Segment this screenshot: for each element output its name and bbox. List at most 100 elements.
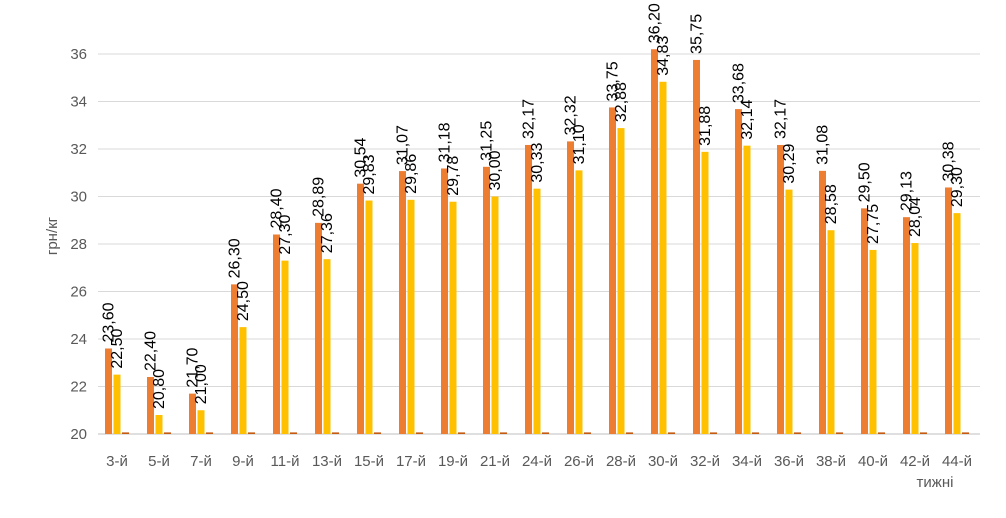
x-tick-label: 40-й	[858, 453, 888, 470]
data-label: 23,60	[101, 302, 118, 342]
y-tick-label: 26	[70, 284, 87, 301]
data-label: 31,07	[395, 125, 412, 165]
data-label: 30,54	[353, 138, 370, 178]
bar-series-2	[743, 145, 751, 435]
bar-series-1	[819, 170, 826, 434]
data-label: 30,29	[781, 143, 798, 183]
x-tick-label: 9-й	[232, 453, 254, 470]
bar-series-1	[105, 348, 112, 434]
bar-series-2	[281, 260, 289, 434]
bar-series-3	[416, 432, 423, 434]
data-label: 21,70	[185, 347, 202, 387]
bar-series-1	[861, 208, 868, 434]
y-tick-label: 36	[70, 46, 87, 63]
data-label: 21,00	[193, 364, 210, 404]
data-label: 27,75	[865, 204, 882, 244]
x-tick-label: 13-й	[312, 453, 342, 470]
data-label: 30,38	[941, 141, 958, 181]
bar-series-1	[357, 183, 364, 434]
x-tick-label: 24-й	[522, 453, 552, 470]
data-label: 28,40	[269, 188, 286, 228]
bar-series-1	[693, 59, 700, 434]
data-label: 29,30	[949, 167, 966, 207]
bar-series-2	[869, 249, 877, 434]
bar-series-3	[962, 432, 969, 434]
x-tick-label: 15-й	[354, 453, 384, 470]
data-label: 32,17	[773, 99, 790, 139]
data-label: 31,10	[571, 124, 588, 164]
bar-series-2	[701, 151, 709, 434]
data-label: 33,68	[731, 63, 748, 103]
bar-series-1	[315, 222, 322, 434]
y-tick-label: 24	[70, 331, 87, 348]
data-label: 27,30	[277, 214, 294, 254]
bar-series-3	[206, 432, 213, 434]
bar-series-2	[449, 201, 457, 434]
bar-series-3	[836, 432, 843, 434]
x-axis-ticks: 3-й 5-й 7-й 9-й 11-й 13-й 15-й 17-й 19-й 21-й 24-й…	[106, 453, 972, 470]
data-label: 28,04	[907, 197, 924, 237]
bars	[105, 49, 969, 435]
bar-series-1	[777, 144, 784, 434]
bar-series-1	[567, 141, 574, 434]
data-label: 32,32	[563, 95, 580, 135]
data-label: 29,50	[857, 162, 874, 202]
x-tick-label: 17-й	[396, 453, 426, 470]
bar-series-2	[953, 213, 961, 434]
data-label: 29,78	[445, 156, 462, 196]
data-label: 32,17	[521, 99, 538, 139]
x-tick-label: 21-й	[480, 453, 510, 470]
data-label: 33,75	[605, 61, 622, 101]
data-label: 22,50	[109, 328, 126, 368]
data-label: 20,80	[151, 369, 168, 409]
bar-series-2	[239, 327, 247, 434]
bar-series-2	[617, 128, 625, 434]
x-tick-label: 11-й	[271, 453, 300, 470]
data-label: 32,88	[613, 82, 630, 122]
x-tick-label: 36-й	[774, 453, 804, 470]
bar-series-2	[785, 189, 793, 434]
bar-series-1	[441, 168, 448, 434]
bar-series-1	[147, 377, 154, 434]
bar-series-2	[533, 188, 541, 434]
bar-series-3	[500, 432, 507, 434]
bar-series-2	[659, 81, 667, 434]
bar-series-1	[483, 166, 490, 434]
bar-series-3	[626, 432, 633, 434]
y-tick-label: 20	[70, 426, 87, 443]
data-label: 34,83	[655, 36, 672, 76]
bar-series-2	[575, 170, 583, 434]
data-label: 29,13	[899, 171, 916, 211]
bar-series-2	[827, 230, 835, 434]
bar-series-1	[651, 49, 658, 434]
bar-series-2	[323, 259, 331, 434]
data-label: 29,86	[403, 154, 420, 194]
bar-series-3	[794, 432, 801, 434]
bar-series-3	[248, 432, 255, 434]
bar-series-2	[491, 196, 499, 434]
bar-series-1	[189, 393, 196, 434]
x-tick-label: 42-й	[900, 453, 930, 470]
y-tick-label: 32	[70, 141, 87, 158]
x-tick-label: 3-й	[106, 453, 128, 470]
x-axis-label: тижні	[917, 474, 954, 491]
data-label: 28,89	[311, 177, 328, 217]
x-tick-label: 7-й	[190, 453, 212, 470]
bar-series-2	[197, 410, 205, 434]
y-axis-label: грн/кг	[44, 216, 61, 255]
bar-series-3	[752, 432, 759, 434]
bar-series-1	[525, 144, 532, 434]
data-label: 22,40	[143, 331, 160, 371]
bar-series-3	[710, 432, 717, 434]
bar-series-3	[290, 432, 297, 434]
data-label: 27,36	[319, 213, 336, 253]
bar-series-3	[668, 432, 675, 434]
bar-series-3	[164, 432, 171, 434]
y-tick-label: 30	[70, 189, 87, 206]
x-tick-label: 28-й	[606, 453, 636, 470]
bar-series-1	[945, 187, 952, 434]
x-tick-label: 38-й	[816, 453, 846, 470]
data-label: 30,00	[487, 150, 504, 190]
